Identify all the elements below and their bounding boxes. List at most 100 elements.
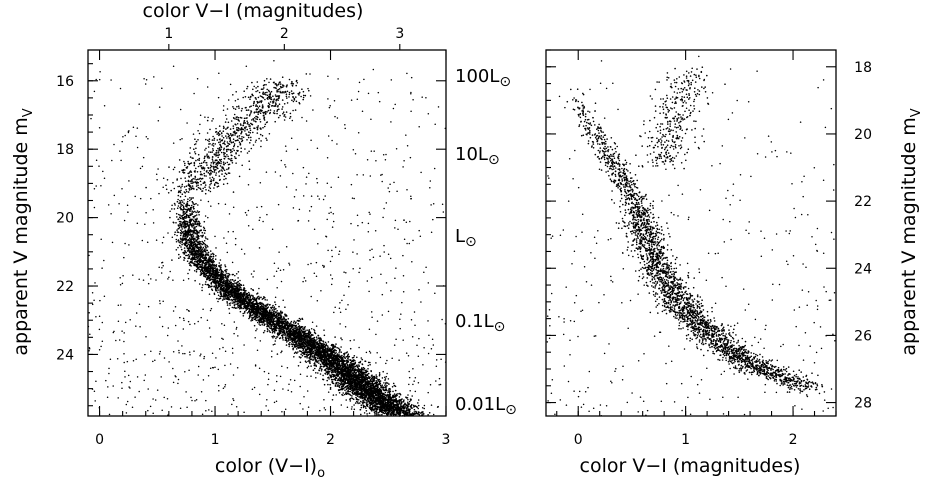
scatter-point	[206, 244, 208, 247]
scatter-point	[337, 347, 340, 350]
scatter-point	[376, 377, 378, 380]
scatter-point	[286, 337, 289, 339]
scatter-point	[178, 253, 180, 256]
scatter-point	[314, 332, 317, 335]
scatter-point	[188, 216, 191, 219]
scatter-point	[269, 331, 272, 334]
scatter-point	[408, 400, 411, 403]
scatter-point	[190, 251, 193, 254]
scatter-point	[305, 344, 308, 346]
scatter-point	[338, 350, 341, 352]
scatter-point	[202, 250, 204, 252]
scatter-point	[215, 255, 217, 257]
scatter-point	[288, 322, 290, 325]
scatter-point	[171, 259, 173, 261]
scatter-point	[181, 223, 184, 225]
scatter-point	[256, 292, 259, 295]
scatter-point	[347, 356, 349, 358]
scatter-point	[366, 399, 368, 402]
scatter-point	[249, 295, 252, 297]
scatter-point	[214, 264, 217, 267]
scatter-point	[345, 391, 347, 394]
scatter-point	[418, 411, 420, 414]
scatter-point	[301, 354, 304, 357]
scatter-point	[270, 306, 272, 309]
scatter-point	[183, 259, 185, 261]
scatter-point	[201, 231, 204, 234]
scatter-point	[204, 245, 206, 247]
scatter-point	[192, 262, 194, 264]
scatter-point	[359, 360, 362, 363]
scatter-point	[290, 320, 293, 323]
scatter-point	[195, 270, 198, 273]
scatter-point	[262, 317, 265, 319]
scatter-point	[326, 379, 329, 382]
scatter-point	[179, 199, 181, 202]
scatter-point	[428, 412, 431, 414]
scatter-point	[352, 365, 354, 368]
scatter-point	[336, 370, 338, 372]
scatter-point	[356, 386, 359, 389]
scatter-point	[259, 324, 262, 327]
scatter-point	[218, 289, 220, 291]
scatter-point	[407, 401, 409, 404]
scatter-point	[329, 347, 331, 349]
scatter-point	[251, 317, 254, 320]
scatter-point	[220, 272, 222, 275]
scatter-point	[239, 307, 241, 310]
scatter-point	[183, 202, 185, 205]
scatter-point	[390, 409, 393, 412]
scatter-point	[289, 322, 292, 324]
scatter-point	[200, 273, 203, 276]
scatter-point	[233, 280, 235, 282]
scatter-point	[176, 216, 178, 218]
scatter-point	[279, 337, 282, 339]
scatter-point	[186, 202, 188, 204]
scatter-point	[311, 356, 314, 358]
scatter-point	[313, 330, 316, 332]
scatter-point	[227, 279, 229, 282]
scatter-point	[245, 309, 247, 312]
scatter-point	[280, 313, 282, 315]
scatter-point	[356, 356, 358, 359]
scatter-point	[356, 364, 358, 367]
scatter-point	[405, 407, 408, 409]
scatter-point	[328, 370, 331, 373]
scatter-point	[408, 411, 411, 414]
scatter-point	[184, 250, 186, 253]
scatter-point	[319, 367, 322, 369]
scatter-point	[308, 357, 311, 360]
scatter-point	[361, 403, 364, 405]
scatter-point	[326, 345, 329, 347]
scatter-point	[353, 368, 356, 370]
scatter-point	[245, 289, 247, 292]
scatter-point	[302, 327, 304, 330]
scatter-point	[190, 244, 192, 247]
scatter-point	[351, 389, 353, 392]
scatter-point	[186, 254, 188, 257]
scatter-point	[353, 408, 356, 411]
scatter-point	[195, 214, 198, 216]
scatter-point	[178, 202, 180, 205]
scatter-point	[188, 262, 190, 265]
scatter-point	[296, 326, 298, 329]
scatter-point	[365, 386, 368, 388]
scatter-point	[289, 341, 291, 344]
scatter-point	[243, 289, 246, 292]
scatter-point	[401, 411, 404, 414]
scatter-point	[230, 294, 233, 297]
scatter-point	[187, 253, 190, 256]
scatter-point	[406, 412, 409, 415]
scatter-point	[381, 377, 384, 379]
scatter-point	[234, 299, 237, 301]
scatter-point	[346, 379, 349, 381]
scatter-point	[224, 264, 226, 266]
scatter-point	[222, 298, 225, 300]
scatter-point	[347, 358, 350, 360]
scatter-point	[206, 272, 209, 274]
scatter-point	[258, 321, 261, 324]
scatter-point	[387, 391, 389, 394]
scatter-point	[219, 295, 221, 298]
scatter-point	[365, 410, 368, 412]
scatter-point	[197, 259, 199, 262]
